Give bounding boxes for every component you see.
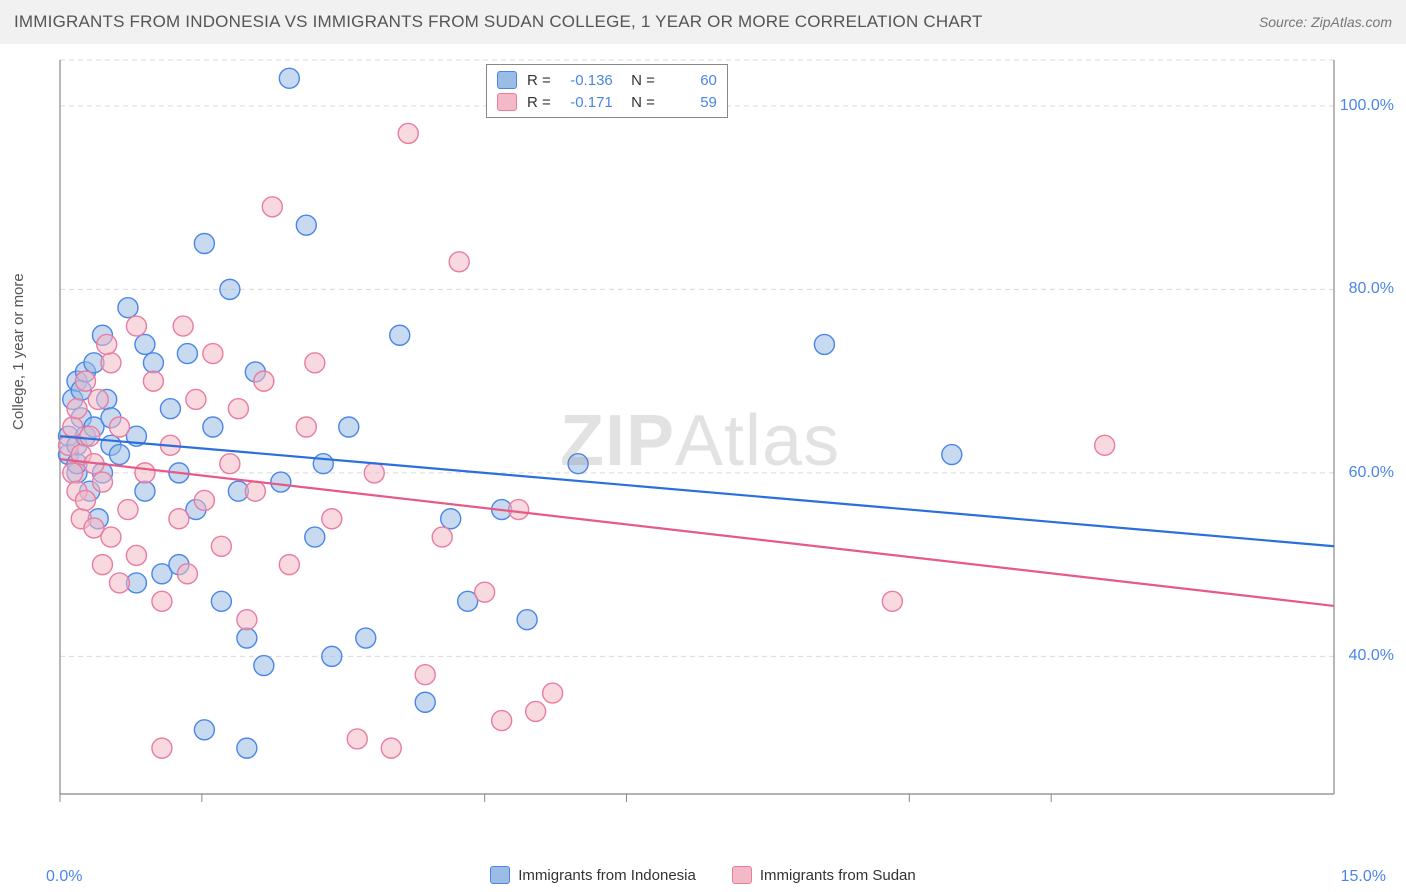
chart-title: IMMIGRANTS FROM INDONESIA VS IMMIGRANTS … <box>14 12 983 32</box>
y-tick-label: 40.0% <box>1349 647 1394 665</box>
swatch-sudan <box>732 866 752 884</box>
swatch-indonesia <box>490 866 510 884</box>
legend-row: R =-0.171 N =59 <box>497 91 717 113</box>
legend-swatch <box>497 71 517 89</box>
y-tick-label: 60.0% <box>1349 464 1394 482</box>
legend-row: R =-0.136 N =60 <box>497 69 717 91</box>
legend-label-indonesia: Immigrants from Indonesia <box>518 867 696 884</box>
correlation-legend: R =-0.136 N =60R =-0.171 N =59 <box>486 64 728 118</box>
legend-swatch <box>497 93 517 111</box>
y-tick-label: 80.0% <box>1349 280 1394 298</box>
chart-area <box>48 52 1368 822</box>
legend-item-indonesia: Immigrants from Indonesia <box>490 866 696 884</box>
chart-svg <box>48 52 1368 822</box>
series-legend: Immigrants from Indonesia Immigrants fro… <box>0 866 1406 884</box>
title-bar: IMMIGRANTS FROM INDONESIA VS IMMIGRANTS … <box>0 0 1406 44</box>
y-axis-label: College, 1 year or more <box>10 273 27 430</box>
y-tick-label: 100.0% <box>1340 97 1394 115</box>
legend-label-sudan: Immigrants from Sudan <box>760 867 916 884</box>
legend-item-sudan: Immigrants from Sudan <box>732 866 916 884</box>
source-label: Source: ZipAtlas.com <box>1259 14 1392 30</box>
